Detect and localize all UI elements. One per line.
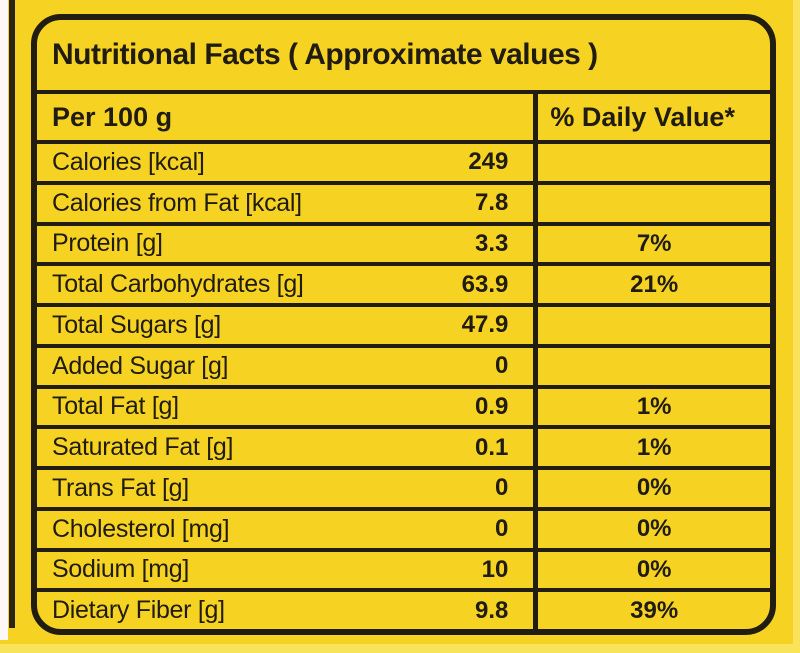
nutrient-value: 3.3 <box>474 229 509 257</box>
nutrient-row: Dietary Fiber [g] 9.8 39% <box>37 588 770 629</box>
nutrient-name: Saturated Fat [g] <box>52 433 234 462</box>
header-daily-value: % Daily Value* <box>550 101 735 132</box>
nutrient-row: Calories [kcal] 249 <box>37 140 770 181</box>
nutrient-daily-value: 1% <box>636 433 672 461</box>
nutrition-facts-title: Nutritional Facts ( Approximate values ) <box>37 20 770 94</box>
nutrient-row: Added Sugar [g] 0 <box>37 343 770 385</box>
nutrient-value: 0 <box>495 352 509 380</box>
nutrient-value: 7.8 <box>474 189 509 217</box>
nutrient-value: 47.9 <box>461 311 509 339</box>
nutrient-value: 10 <box>481 555 509 583</box>
nutrient-row: Protein [g] 3.3 7% <box>37 221 770 263</box>
nutrient-row: Total Sugars [g] 47.9 <box>37 303 770 344</box>
nutrient-value: 249 <box>468 148 509 176</box>
nutrient-name: Added Sugar [g] <box>52 351 229 380</box>
nutrient-value: 0.9 <box>474 392 509 420</box>
nutrient-value: 0.1 <box>474 433 509 461</box>
table-header-row: Per 100 g % Daily Value* <box>37 94 770 140</box>
photo-edge-highlight-bottom <box>0 644 800 653</box>
nutrient-value: 0 <box>495 515 509 543</box>
nutrient-name: Protein [g] <box>52 229 163 258</box>
nutrient-daily-value: 21% <box>630 270 679 298</box>
nutrient-rows: Calories [kcal] 249 Calories from Fat [k… <box>37 140 770 629</box>
nutrient-name: Calories from Fat [kcal] <box>52 188 302 217</box>
photo-edge-line <box>9 0 15 628</box>
nutrient-name: Total Fat [g] <box>52 392 179 421</box>
nutrient-daily-value: 1% <box>636 392 672 420</box>
nutrient-name: Total Sugars [g] <box>52 310 221 339</box>
nutrient-name: Trans Fat [g] <box>52 473 189 502</box>
nutrient-name: Dietary Fiber [g] <box>52 596 225 625</box>
nutrient-daily-value: 0% <box>636 555 672 583</box>
photo-edge-highlight-right <box>793 0 800 653</box>
nutrient-daily-value: 7% <box>636 229 672 257</box>
nutrient-row: Saturated Fat [g] 0.1 1% <box>37 425 770 466</box>
nutrient-daily-value: 0% <box>636 474 672 502</box>
nutrient-row: Total Fat [g] 0.9 1% <box>37 384 770 426</box>
nutrient-value: 0 <box>495 474 509 502</box>
nutrient-row: Calories from Fat [kcal] 7.8 <box>37 180 770 222</box>
nutrient-row: Trans Fat [g] 0 0% <box>37 466 770 507</box>
photo-edge-strip <box>0 0 8 640</box>
nutrition-facts-table: Nutritional Facts ( Approximate values )… <box>31 14 776 635</box>
nutrient-name: Total Carbohydrates [g] <box>52 270 304 299</box>
nutrient-row: Sodium [mg] 10 0% <box>37 547 770 589</box>
nutrient-row: Cholesterol [mg] 0 0% <box>37 506 770 548</box>
nutrient-daily-value: 0% <box>636 515 672 543</box>
nutrient-name: Cholesterol [mg] <box>52 514 230 543</box>
header-per-100g: Per 100 g <box>37 94 539 140</box>
nutrient-name: Sodium [mg] <box>52 555 190 584</box>
nutrient-value: 9.8 <box>474 596 509 624</box>
nutrient-daily-value: 39% <box>630 596 679 624</box>
nutrient-row: Total Carbohydrates [g] 63.9 21% <box>37 262 770 303</box>
nutrient-value: 63.9 <box>461 270 509 298</box>
nutrient-name: Calories [kcal] <box>52 147 205 176</box>
